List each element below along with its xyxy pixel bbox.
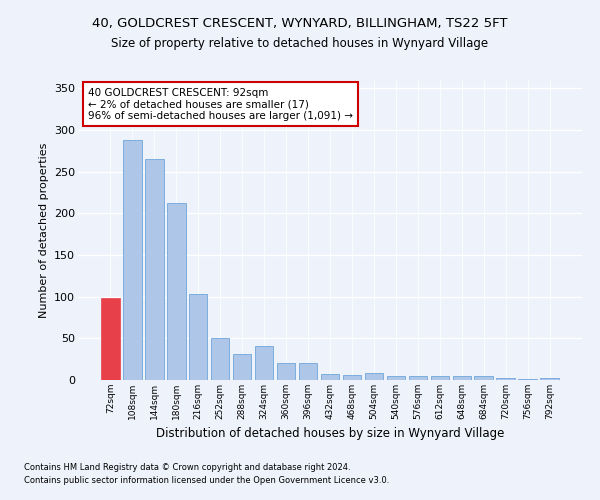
Bar: [496, 378, 515, 380]
Bar: [233, 354, 251, 380]
Bar: [123, 140, 142, 380]
Bar: [386, 376, 405, 380]
Bar: [365, 372, 383, 380]
Bar: [101, 298, 119, 380]
Y-axis label: Number of detached properties: Number of detached properties: [38, 142, 49, 318]
Bar: [211, 338, 229, 380]
Bar: [431, 376, 449, 380]
Bar: [475, 376, 493, 380]
X-axis label: Distribution of detached houses by size in Wynyard Village: Distribution of detached houses by size …: [156, 428, 504, 440]
Bar: [343, 375, 361, 380]
Bar: [299, 364, 317, 380]
Bar: [145, 159, 164, 380]
Text: 40 GOLDCREST CRESCENT: 92sqm
← 2% of detached houses are smaller (17)
96% of sem: 40 GOLDCREST CRESCENT: 92sqm ← 2% of det…: [88, 88, 353, 120]
Bar: [189, 294, 208, 380]
Bar: [518, 379, 537, 380]
Bar: [167, 204, 185, 380]
Text: Contains public sector information licensed under the Open Government Licence v3: Contains public sector information licen…: [24, 476, 389, 485]
Bar: [452, 376, 471, 380]
Text: Contains HM Land Registry data © Crown copyright and database right 2024.: Contains HM Land Registry data © Crown c…: [24, 464, 350, 472]
Bar: [320, 374, 340, 380]
Text: 40, GOLDCREST CRESCENT, WYNYARD, BILLINGHAM, TS22 5FT: 40, GOLDCREST CRESCENT, WYNYARD, BILLING…: [92, 18, 508, 30]
Text: Size of property relative to detached houses in Wynyard Village: Size of property relative to detached ho…: [112, 38, 488, 51]
Bar: [255, 346, 274, 380]
Bar: [277, 364, 295, 380]
Bar: [409, 376, 427, 380]
Bar: [541, 378, 559, 380]
